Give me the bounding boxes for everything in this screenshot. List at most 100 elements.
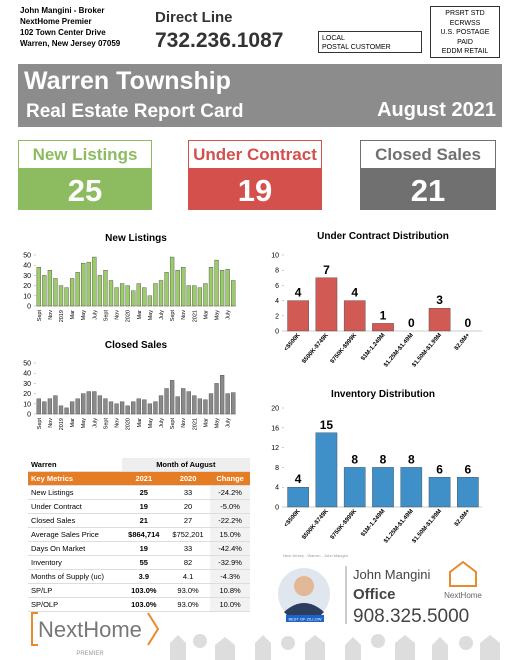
bar	[153, 401, 158, 415]
table-cell: Inventory	[28, 555, 122, 570]
y-tick-label: 2	[275, 313, 279, 320]
x-tick-label: Sept	[37, 310, 43, 322]
data-label: 6	[436, 462, 443, 476]
x-tick-label: $1.25M-$1.49M	[383, 508, 415, 544]
bar	[108, 401, 114, 415]
table-row: Warren Month of August	[28, 458, 250, 472]
x-tick-label: Sept	[103, 310, 109, 322]
bar	[457, 477, 479, 508]
x-tick-label: May	[215, 310, 221, 321]
y-tick-label: 0	[275, 329, 279, 336]
bar	[125, 285, 130, 307]
x-tick-label: $2.0M+	[454, 508, 472, 528]
y-tick-label: 0	[275, 505, 279, 512]
table-cell: SP/OLP	[28, 597, 122, 612]
bar	[69, 278, 75, 307]
stat-label: New Listings	[32, 145, 138, 164]
bar	[219, 270, 225, 307]
bar	[58, 285, 64, 307]
bar	[164, 272, 169, 307]
x-tick-label: <$500K	[283, 332, 302, 353]
table-row: SP/OLP 103.0% 93.0% 10.0%	[28, 597, 250, 612]
stat-band	[361, 168, 495, 209]
data-label: 6	[465, 462, 472, 476]
bar	[103, 270, 108, 307]
bar	[197, 398, 203, 415]
bar	[47, 270, 53, 307]
y-tick-label: 20	[271, 406, 279, 413]
bar	[136, 283, 141, 307]
x-tick-label: Sept	[170, 310, 176, 322]
table-cell: 33	[165, 485, 211, 500]
x-tick-label: May	[148, 310, 154, 321]
x-tick-label: $750K-$999K	[330, 508, 359, 541]
bar	[186, 391, 191, 415]
table-row: New Listings 25 33 -24.2%	[28, 485, 250, 500]
x-tick-label: $1M-1.249M	[360, 332, 386, 362]
agent-phone: 908.325.5000	[353, 606, 469, 627]
table-cell: 25	[121, 485, 166, 500]
table-cell: 19	[121, 541, 166, 556]
bar	[181, 388, 186, 415]
data-label: 0	[408, 316, 415, 330]
bar	[69, 401, 75, 415]
postage-line: EDDM RETAIL	[441, 48, 489, 55]
table-cell: Months of Supply (uc)	[28, 569, 122, 584]
bar	[75, 272, 80, 307]
table-cell: Warren	[28, 458, 122, 472]
stat-value: 21	[410, 173, 446, 208]
bar	[181, 267, 186, 307]
bar	[86, 261, 91, 307]
bar	[136, 398, 141, 415]
bar	[119, 401, 125, 415]
bar	[53, 278, 58, 307]
bar	[225, 393, 230, 415]
x-tick-label: Nov	[115, 310, 121, 320]
x-tick-label: <$500K	[283, 508, 302, 529]
bar	[97, 395, 103, 415]
table-cell: Under Contract	[28, 499, 122, 514]
postage-line: ECRWSS	[449, 19, 481, 27]
x-tick-label: $750K-$999K	[330, 332, 359, 365]
bar	[315, 277, 338, 332]
bar	[197, 287, 203, 307]
x-tick-label: May	[215, 418, 221, 429]
x-tick-label: Mar	[137, 418, 143, 428]
table-row: Under Contract 19 20 -5.0%	[28, 499, 250, 514]
y-tick-label: 4	[275, 485, 279, 492]
agent-card: BEST OF ZILLOW John Mangini Office 908.3…	[278, 560, 482, 627]
bar	[147, 295, 153, 307]
x-tick-label: July	[159, 310, 165, 320]
stat-box: New Listings 25	[18, 140, 152, 210]
table-cell: Key Metrics	[28, 471, 122, 486]
table-row: Months of Supply (uc) 3.9 4.1 -4.3%	[28, 569, 250, 584]
bar	[343, 467, 366, 508]
table-cell: -32.9%	[210, 555, 250, 570]
table-row: Inventory 55 82 -32.9%	[28, 555, 250, 570]
mail-box: LOCAL POSTAL CUSTOMER	[318, 31, 422, 53]
chart-title: Under Contract Distribution	[317, 231, 449, 242]
bar	[164, 388, 169, 415]
y-tick-label: 40	[23, 263, 31, 270]
bar	[175, 270, 180, 307]
bar	[125, 405, 130, 415]
table-row: Days On Market 19 33 -42.4%	[28, 541, 250, 556]
bar	[219, 375, 225, 415]
x-tick-label: Mar	[70, 310, 76, 320]
bar	[169, 380, 175, 415]
postage-box: PRSRT STD ECRWSS U.S. POSTAGE PAID EDDM …	[430, 6, 500, 58]
x-tick-label: 2020	[126, 310, 132, 322]
bar	[315, 432, 338, 508]
table-cell: Days On Market	[28, 541, 122, 556]
bar	[81, 393, 86, 415]
bar	[225, 269, 230, 307]
table-cell: 103.0%	[121, 597, 166, 612]
x-tick-label: July	[92, 310, 98, 320]
table-cell: -4.3%	[210, 569, 250, 584]
stat-box: Under Contract 19	[188, 140, 322, 210]
y-tick-label: 10	[23, 293, 31, 300]
logo-bracket	[31, 612, 38, 646]
y-tick-label: 30	[23, 273, 31, 280]
x-tick-label: Mar	[203, 310, 209, 320]
x-tick-label: Sept	[37, 418, 43, 430]
